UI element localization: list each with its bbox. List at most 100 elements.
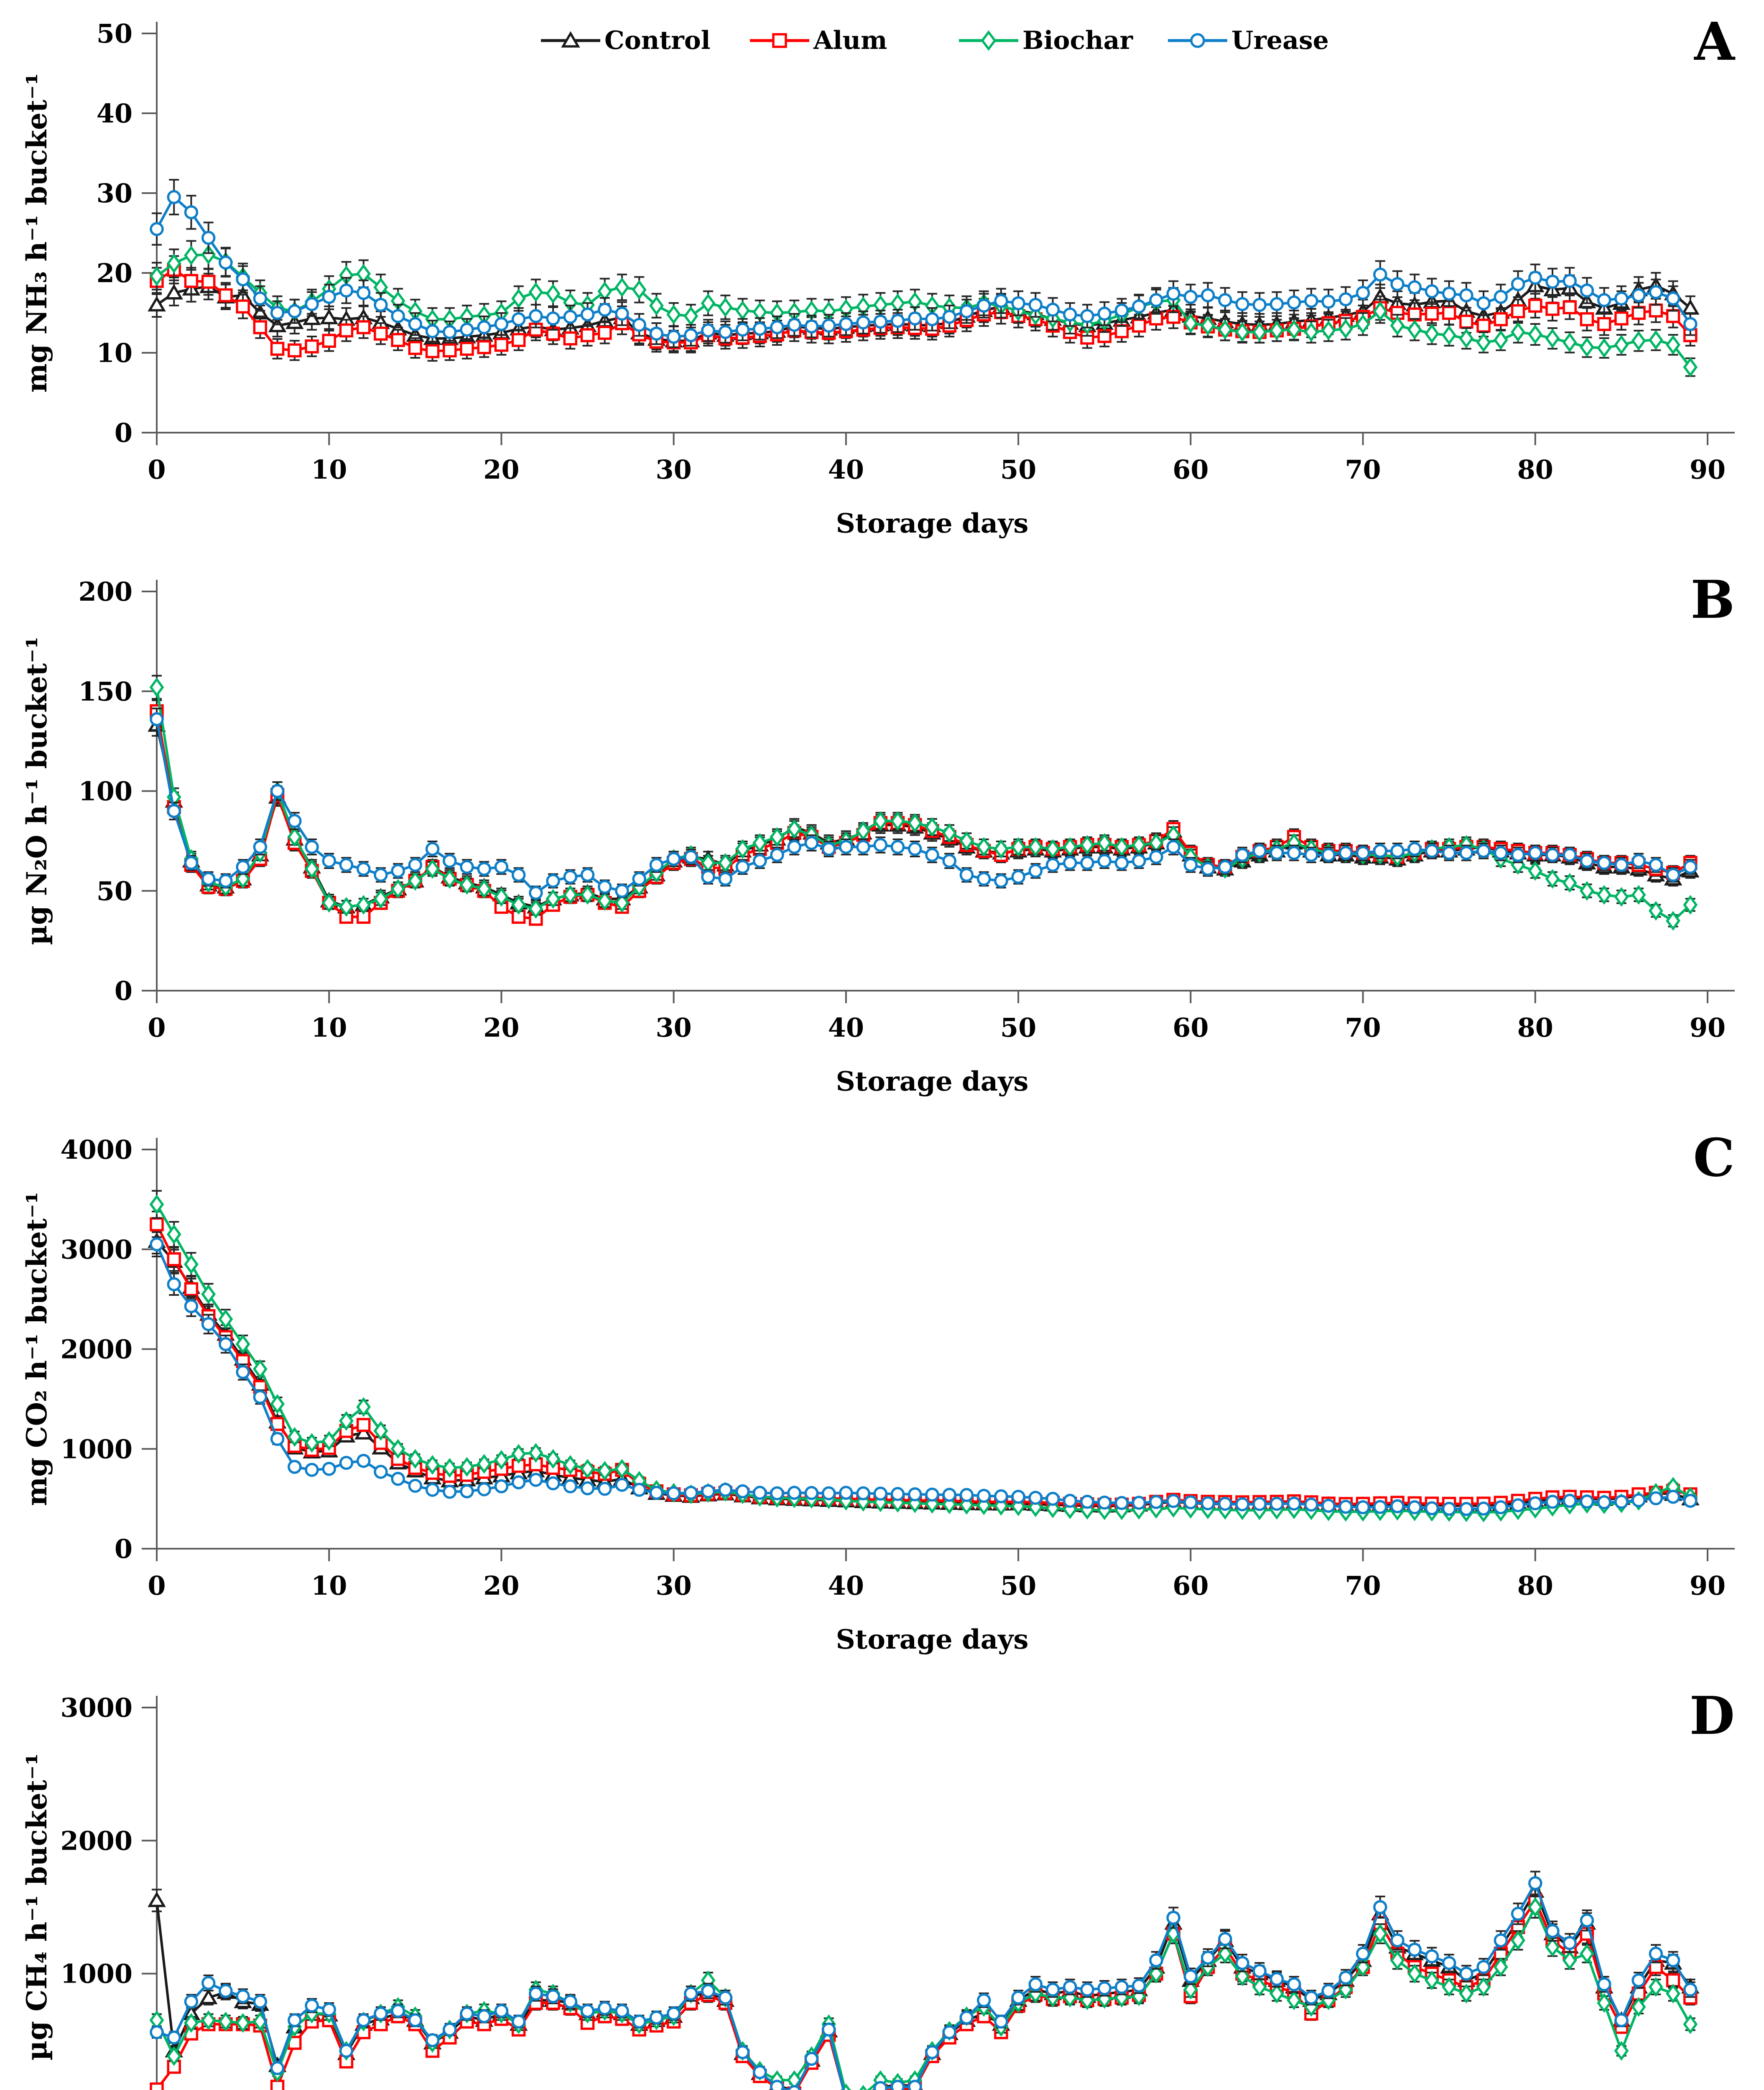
legend-label-biochar: Biochar [1022,26,1133,55]
y-tick-label: 40 [97,98,133,129]
x-axis-label-storage-days: Storage days [836,508,1029,539]
panel-a: 0 10 20 30 40 50 0 10 20 30 40 50 60 70 80 90 mg NH₃ h⁻… [0,0,1764,558]
panel-letter-a: A [1694,11,1735,72]
error-bars [152,675,1695,928]
x-tick-label: 30 [656,454,692,485]
series-line [155,1203,1691,1514]
legend-item-alum: Alum [748,26,957,55]
x-tick-label: 10 [311,454,347,485]
x-tick-label: 60 [1173,1570,1208,1601]
x-tick-label: 20 [483,1570,519,1601]
y-tick-label: 10 [97,338,133,368]
y-tick-label: 2000 [60,1825,133,1856]
x-axis-label-storage-days: Storage days [836,1066,1029,1097]
series-line [155,719,1691,895]
series-control [148,714,1700,914]
x-tick-label: 30 [656,1570,692,1601]
x-tick-label: 20 [483,454,519,485]
series-biochar [149,239,1698,377]
series-biochar [149,1896,1698,2090]
series-line [155,1223,1691,1506]
y-tick-label: 1000 [60,1434,133,1464]
legend-item-control: Control [539,26,748,55]
y-axis-label-co2: mg CO₂ h⁻¹ bucket⁻¹ [20,1192,53,1506]
y-tick-label: 20 [97,258,133,288]
y-axis-label-nh3: mg NH₃ h⁻¹ bucket⁻¹ [20,73,53,393]
error-bars [152,714,1695,914]
y-tick-label: 100 [79,776,133,807]
x-tick-label: 90 [1690,454,1726,485]
x-tick-label: 0 [148,1570,166,1601]
series-urease [150,1871,1698,2090]
circle-markers [150,190,1698,344]
series-line [155,711,1691,920]
x-tick-label: 80 [1517,1012,1553,1043]
y-tick-label: 0 [115,976,133,1006]
y-tick-label: 150 [79,676,133,707]
series-line [155,1240,1691,1507]
y-tick-label: 3000 [60,1234,133,1265]
legend-item-urease: Urease [1166,26,1375,55]
legend-diamond-marker-icon [959,30,1018,51]
x-tick-label: 50 [1000,1570,1036,1601]
circle-markers [150,712,1698,900]
chart-ch4: 01000200030000102030405060708090 [60,1692,1700,2090]
diamond-markers [149,1897,1698,2090]
series-line [155,687,1691,923]
y-tick-label: 3000 [60,1692,133,1723]
triangle-markers [148,716,1700,914]
legend-square-marker-icon [750,33,809,48]
x-tick-label: 80 [1517,454,1553,485]
legend-label-urease: Urease [1231,26,1329,55]
legend-item-biochar: Biochar [957,26,1166,55]
y-tick-label: 200 [79,576,133,607]
y-tick-label: 1000 [60,1959,133,1989]
x-tick-label: 40 [828,1570,864,1601]
legend-label-control: Control [604,26,711,55]
error-bars [152,1211,1695,1509]
chart-nh3: 0 10 20 30 40 50 0 10 20 30 40 50 60 70 80 90 [97,18,1735,485]
x-tick-label: 80 [1517,1570,1553,1601]
x-tick-label: 70 [1345,1012,1381,1043]
x-tick-label: 0 [148,454,166,485]
y-tick-label: 4000 [60,1134,133,1165]
x-tick-label: 30 [656,1012,692,1043]
panel-b: 0 50 100 150 200 0 10 20 30 40 50 60 70 80 90 µg N₂O h… [0,558,1764,1116]
x-tick-label: 90 [1690,1012,1726,1043]
legend-triangle-marker-icon [541,31,600,48]
legend: Control Alum Biochar Urease [539,26,1375,55]
panel-d: 01000200030000102030405060708090 µg CH₄ … [0,1674,1764,2090]
y-tick-label: 2000 [60,1334,133,1365]
series-line [155,725,1691,908]
chart-co2: 0 1000 2000 3000 4000 0 10 20 30 40 50 60 70 80 90 [60,1134,1735,1601]
panel-letter-b: B [1690,569,1735,630]
x-tick-label: 90 [1690,1570,1726,1601]
panel-letter-c: C [1693,1127,1735,1188]
legend-label-alum: Alum [813,26,887,55]
x-tick-label: 20 [483,1012,519,1043]
y-axis-label-n2o: µg N₂O h⁻¹ bucket⁻¹ [20,636,53,946]
x-tick-label: 10 [311,1570,347,1601]
x-tick-label: 40 [828,1012,864,1043]
x-tick-label: 70 [1345,454,1381,485]
x-tick-label: 50 [1000,454,1036,485]
y-tick-label: 50 [97,876,133,906]
y-tick-label: 0 [115,418,133,448]
series-line [155,1904,1692,2090]
chart-n2o: 0 50 100 150 200 0 10 20 30 40 50 60 70 80 90 [79,576,1735,1043]
series-line [156,253,1692,368]
series-urease [150,1231,1698,1516]
panel-letter-d: D [1689,1685,1735,1746]
x-tick-label: 60 [1173,1012,1208,1043]
y-tick-label: 50 [97,18,133,49]
series-urease [150,179,1698,348]
y-tick-label: 30 [97,178,133,209]
x-tick-label: 60 [1173,454,1208,485]
x-tick-label: 40 [828,454,864,485]
x-axis-label-storage-days: Storage days [836,1624,1029,1655]
circle-markers [150,1876,1698,2090]
panel-c: 0 1000 2000 3000 4000 0 10 20 30 40 50 60 70 80 90 mg … [0,1116,1764,1674]
y-tick-label: 0 [115,1534,133,1564]
x-tick-label: 0 [148,1012,166,1043]
